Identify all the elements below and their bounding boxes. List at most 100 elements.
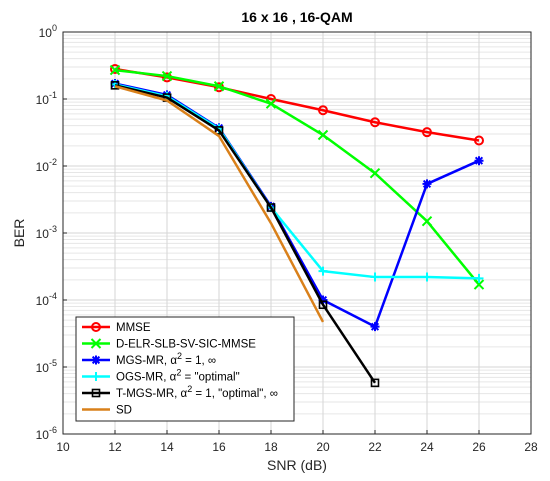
series-line [114, 68, 480, 286]
y-tick-exponent: -4 [49, 291, 57, 301]
data-point [318, 295, 328, 305]
data-point [109, 64, 121, 76]
y-axis-label: BER [11, 219, 27, 248]
y-tick-label: 10-6 [36, 425, 57, 442]
y-tick-exponent: 0 [52, 23, 57, 33]
x-tick-label: 14 [160, 440, 174, 454]
y-tick-exponent: -2 [49, 157, 57, 167]
data-point [110, 64, 120, 75]
y-tick-label: 10-5 [36, 358, 57, 375]
data-point [474, 156, 484, 166]
x-tick-label: 16 [212, 440, 226, 454]
legend-label: OGS-MR, α2 = "optimal" [116, 368, 240, 384]
data-point [370, 117, 380, 128]
legend-label: SD [116, 405, 132, 417]
series-4 [110, 81, 380, 388]
data-point [370, 378, 380, 388]
data-point [422, 179, 432, 189]
data-point [266, 203, 276, 212]
y-tick-label: 10-1 [36, 90, 57, 107]
data-point [421, 215, 433, 227]
y-tick-label: 10-2 [36, 157, 57, 174]
y-tick-base: 10 [36, 227, 50, 241]
data-point [473, 279, 485, 290]
data-point [422, 272, 432, 282]
data-point [161, 70, 173, 82]
legend-label-part: = "optimal" [181, 372, 239, 384]
y-tick-label: 10-3 [36, 224, 57, 241]
y-tick-base: 10 [36, 160, 50, 174]
y-tick-base: 10 [36, 93, 50, 107]
legend-label-part: 2 [177, 351, 182, 361]
x-tick-label: 26 [472, 440, 486, 454]
x-tick-label: 28 [524, 440, 538, 454]
y-tick-base: 10 [39, 26, 53, 40]
legend-label-part: α [170, 372, 177, 384]
legend-label-part: 2 [187, 384, 192, 394]
data-point [422, 127, 432, 138]
x-tick-label: 20 [316, 440, 330, 454]
x-tick-label: 10 [56, 440, 70, 454]
legend-label: D-ELR-SLB-SV-SIC-MMSE [116, 339, 256, 351]
data-point [474, 135, 484, 146]
x-axis-label: SNR (dB) [267, 457, 327, 473]
data-point [370, 272, 380, 282]
series-line [114, 85, 325, 323]
x-tick-label: 12 [108, 440, 122, 454]
chart-title: 16 x 16 , 16-QAM [241, 9, 352, 25]
y-tick-label: 10-4 [36, 291, 57, 308]
y-tick-base: 10 [36, 294, 50, 308]
y-tick-exponent: -6 [49, 425, 57, 435]
legend-label-part: OGS-MR, [116, 372, 170, 384]
y-tick-exponent: -1 [49, 90, 57, 100]
data-point [91, 355, 101, 365]
legend-entry: MGS-MR, α2 = 1, ∞ [82, 351, 216, 367]
y-tick-label: 100 [39, 23, 57, 40]
y-tick-base: 10 [36, 428, 50, 442]
series-5 [114, 85, 325, 323]
data-point [213, 81, 225, 92]
series-line [114, 84, 377, 384]
data-point [91, 388, 101, 398]
legend-entry: MMSE [82, 322, 151, 334]
legend-entry: OGS-MR, α2 = "optimal" [82, 368, 240, 384]
legend-label: MGS-MR, α2 = 1, ∞ [116, 351, 216, 367]
x-tick-label: 24 [420, 440, 434, 454]
y-tick-exponent: -3 [49, 224, 57, 234]
data-point [474, 273, 484, 283]
legend-entry: T-MGS-MR, α2 = 1, "optimal", ∞ [82, 384, 278, 400]
data-point [91, 322, 101, 332]
legend-label-part: = 1, "optimal", ∞ [192, 388, 278, 400]
legend-label-part: MGS-MR, [116, 355, 170, 367]
ticks: 10 12 14 16 18 20 22 24 26 2810010-110-210-310-41… [36, 23, 538, 454]
data-point [318, 300, 328, 310]
data-point [214, 126, 224, 135]
data-point [91, 372, 101, 381]
series-0 [110, 64, 484, 146]
data-point [370, 322, 380, 332]
data-point [110, 81, 120, 90]
legend-entry: D-ELR-SLB-SV-SIC-MMSE [82, 338, 256, 351]
legend-label-part: 2 [176, 368, 181, 378]
x-tick-label: 18 [264, 440, 278, 454]
legend-label-part: α [170, 355, 177, 367]
legend-label: MMSE [116, 322, 151, 334]
legend-label-part: T-MGS-MR, [116, 388, 181, 400]
series-1 [109, 64, 485, 290]
legend-label-part: = 1, ∞ [182, 355, 216, 367]
data-point [318, 105, 328, 116]
legend-box [75, 316, 295, 422]
legend-entry: SD [82, 405, 132, 417]
series-line [114, 67, 480, 142]
x-tick-label: 22 [368, 440, 382, 454]
legend-label: T-MGS-MR, α2 = 1, "optimal", ∞ [116, 384, 278, 400]
data-point [317, 129, 329, 141]
y-tick-base: 10 [36, 361, 50, 375]
series-group [109, 64, 485, 388]
data-point [90, 338, 102, 349]
y-tick-exponent: -5 [49, 358, 57, 368]
data-point [369, 168, 381, 179]
data-point [318, 266, 328, 276]
